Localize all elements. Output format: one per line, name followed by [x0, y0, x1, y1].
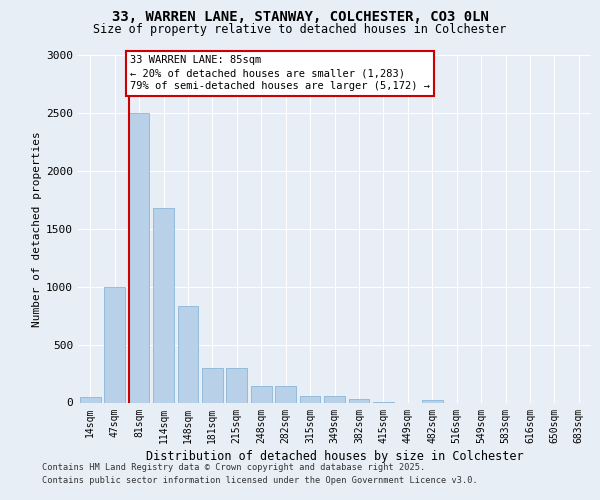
Bar: [202, 368, 223, 402]
Bar: [178, 306, 199, 402]
Bar: [128, 113, 149, 403]
Bar: [349, 399, 370, 402]
Bar: [299, 396, 320, 402]
Bar: [422, 400, 443, 402]
Bar: [324, 396, 345, 402]
Y-axis label: Number of detached properties: Number of detached properties: [32, 131, 42, 326]
Bar: [80, 396, 101, 402]
Text: 33, WARREN LANE, STANWAY, COLCHESTER, CO3 0LN: 33, WARREN LANE, STANWAY, COLCHESTER, CO…: [112, 10, 488, 24]
Text: 33 WARREN LANE: 85sqm
← 20% of detached houses are smaller (1,283)
79% of semi-d: 33 WARREN LANE: 85sqm ← 20% of detached …: [130, 55, 430, 92]
Bar: [104, 286, 125, 403]
Bar: [226, 368, 247, 402]
Text: Contains HM Land Registry data © Crown copyright and database right 2025.: Contains HM Land Registry data © Crown c…: [42, 464, 425, 472]
Bar: [251, 386, 272, 402]
Bar: [275, 386, 296, 402]
Bar: [153, 208, 174, 402]
X-axis label: Distribution of detached houses by size in Colchester: Distribution of detached houses by size …: [146, 450, 523, 462]
Text: Contains public sector information licensed under the Open Government Licence v3: Contains public sector information licen…: [42, 476, 478, 485]
Text: Size of property relative to detached houses in Colchester: Size of property relative to detached ho…: [94, 22, 506, 36]
